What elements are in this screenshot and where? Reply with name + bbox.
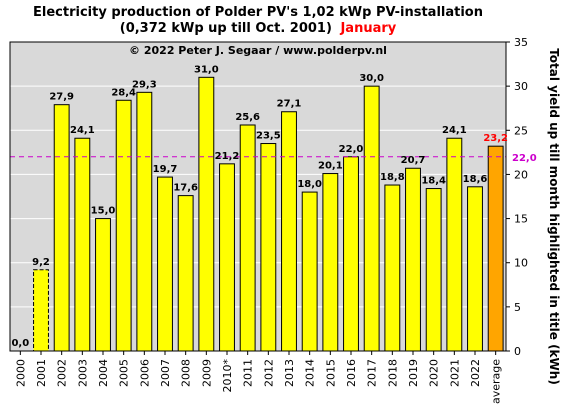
x-tick-label: 2001 [35,359,48,387]
bar [281,111,297,352]
x-tick-label: 2013 [283,359,296,387]
y-axis-ticks: 0 5 10 15 20 25 30 35 [506,36,528,358]
bar [53,104,70,352]
bar-value-label: 23,2 [483,133,508,144]
x-tick-label: 2015 [324,359,337,387]
y-tick-label: 35 [514,36,528,49]
bar-value-label: 17,6 [173,183,198,194]
x-tick-label: 2020 [428,359,441,387]
x-tick-label: 2021 [448,359,461,387]
bar-value-label: 24,1 [70,125,95,136]
bar-value-label: 15,0 [91,206,116,217]
bar [301,191,318,352]
bar-value-label: 27,9 [49,92,74,103]
bar-value-label: 21,2 [215,151,240,162]
bar [115,99,132,352]
x-tick-label: 2006 [138,359,151,387]
bar [219,163,235,352]
bar [177,195,194,352]
bar-value-label: 9,2 [32,257,50,268]
x-tick-label: 2007 [159,359,172,387]
bar [446,137,463,352]
copyright-note: © 2022 Peter J. Segaar / www.polderpv.nl [129,44,387,57]
reference-line-label: 22,0 [512,153,537,164]
plot-frame [9,41,507,352]
y-tick-label: 5 [514,301,521,314]
bar [95,218,111,352]
bar-value-label: 18,8 [380,172,405,183]
bar [74,137,91,352]
x-tick-label: 2018 [386,359,399,387]
x-tick-label: 2012 [262,359,275,387]
chart-title-month: January [339,21,396,36]
x-tick-label: 2002 [56,359,69,387]
bar [425,188,442,352]
x-tick-label: 2010* [221,359,234,393]
x-tick-label: 2009 [200,359,213,387]
bar-value-label: 0,0 [11,338,29,349]
bar [363,85,380,352]
bar [384,184,401,352]
chart-title: Electricity production of Polder PV's 1,… [33,5,483,36]
bar [198,76,215,352]
value-labels: 0,0 9,2 27,9 24,1 15,0 28,429,3 19,7 17,6 31,0 21… [11,64,508,349]
x-axis-ticks: 2000 2001 2002 2003 2004 2005 2006 2007 2008 2009… [14,351,503,404]
bar [157,176,173,352]
chart-title-line-2: (0,372 kWp up till Oct. 2001) January [120,21,397,36]
bar-value-label: 29,3 [132,79,157,90]
y-tick-label: 15 [514,213,528,226]
bar [136,91,153,352]
plot-area [10,42,506,351]
bar-value-label: 22,0 [339,144,364,155]
bar-average [487,145,504,352]
bar-value-label: 20,1 [318,161,343,172]
x-tick-label: 2004 [97,359,110,387]
y-axis-label: Total yield up till month highlighted in… [547,48,561,385]
chart-title-line-1: Electricity production of Polder PV's 1,… [33,5,483,20]
bar-value-label: 20,7 [401,155,426,166]
x-tick-label: 2022 [469,359,482,387]
bar [343,156,359,352]
bar-value-label: 24,1 [442,125,467,136]
x-tick-label: 2005 [118,359,131,387]
y-tick-label: 20 [514,168,528,181]
y-tick-label: 0 [514,345,521,358]
chart-title-subtitle: (0,372 kWp up till Oct. 2001) [120,21,332,36]
gridlines [10,85,506,308]
x-tick-label: 2011 [242,359,255,387]
x-tick-label: 2017 [366,359,379,387]
bar-value-label: 23,5 [256,131,281,142]
bar-value-label: 19,7 [153,164,178,175]
bar [467,186,483,352]
bar [405,167,421,352]
x-tick-label: 2016 [345,359,358,387]
x-tick-label: 2014 [304,359,317,387]
x-tick-label: 2000 [14,359,27,387]
bar [239,124,256,352]
bar [260,143,277,352]
bar-value-label: 18,6 [463,174,488,185]
bar [33,269,49,352]
x-tick-label: 2008 [180,359,193,387]
bar-value-label: 25,6 [235,112,260,123]
bar [322,173,339,352]
x-tick-label: 2003 [76,359,89,387]
y-tick-label: 30 [514,80,528,93]
x-tick-label: 2019 [407,359,420,387]
bar-value-label: 18,4 [421,176,446,187]
bar-value-label: 18,0 [297,179,322,190]
bar-value-label: 28,4 [111,87,136,98]
y-tick-label: 25 [514,124,528,137]
bar-value-label: 31,0 [194,64,219,75]
bar-value-label: 30,0 [359,73,384,84]
bar-value-label: 27,1 [277,99,302,110]
y-tick-label: 10 [514,257,528,270]
x-tick-label: average [490,359,503,404]
